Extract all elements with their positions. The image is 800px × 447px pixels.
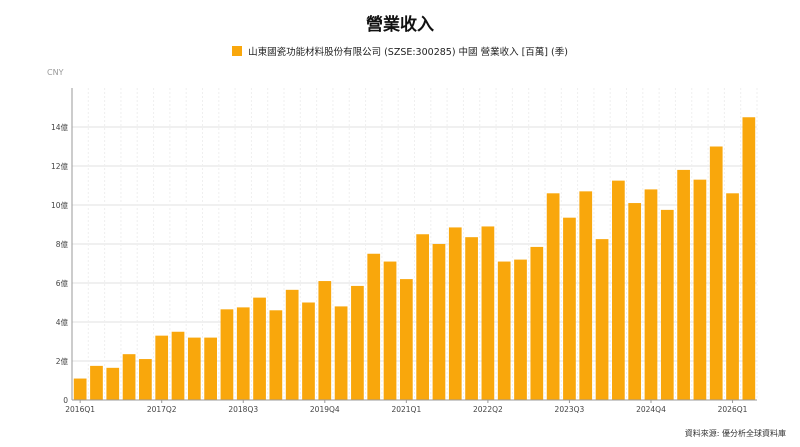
x-tick-label: 2022Q2 bbox=[473, 405, 503, 414]
x-tick-label: 2026Q1 bbox=[718, 405, 748, 414]
bar[interactable] bbox=[90, 365, 103, 400]
grid-lines bbox=[71, 88, 758, 400]
bar[interactable] bbox=[139, 359, 152, 400]
legend[interactable]: 山東國瓷功能材料股份有限公司 (SZSE:300285) 中國 營業收入 [百萬… bbox=[0, 44, 800, 58]
x-tick-label: 2023Q3 bbox=[555, 405, 585, 414]
bar[interactable] bbox=[514, 259, 527, 400]
bar[interactable] bbox=[563, 217, 576, 400]
x-tick-label: 2021Q1 bbox=[391, 405, 421, 414]
x-tick-label: 2019Q4 bbox=[310, 405, 340, 414]
legend-swatch bbox=[232, 46, 243, 56]
y-tick-label: 6億 bbox=[56, 278, 69, 288]
bar[interactable] bbox=[448, 227, 462, 400]
axes: 0 2億 4億 6億 8億 10億 12億 14億 2016Q1 2017Q2 2018Q3 2019… bbox=[51, 88, 757, 414]
bar[interactable] bbox=[351, 285, 364, 400]
bar[interactable] bbox=[171, 331, 185, 400]
bar[interactable] bbox=[595, 239, 609, 400]
bar[interactable] bbox=[726, 193, 739, 400]
bar[interactable] bbox=[465, 237, 478, 400]
bar[interactable] bbox=[628, 203, 642, 400]
bar[interactable] bbox=[416, 234, 430, 400]
bar[interactable] bbox=[383, 261, 397, 400]
bar[interactable] bbox=[399, 279, 413, 400]
bar[interactable] bbox=[677, 169, 690, 400]
bar[interactable] bbox=[73, 378, 87, 400]
bar[interactable] bbox=[497, 261, 511, 400]
bar[interactable] bbox=[236, 307, 250, 400]
bar[interactable] bbox=[644, 189, 658, 400]
x-tick-label: 2017Q2 bbox=[147, 405, 177, 414]
bar[interactable] bbox=[269, 310, 283, 400]
bar[interactable] bbox=[693, 179, 707, 400]
y-tick-label: 2億 bbox=[56, 356, 69, 366]
bar[interactable] bbox=[122, 354, 136, 400]
bar[interactable] bbox=[546, 193, 560, 400]
x-tick-label: 2018Q3 bbox=[228, 405, 258, 414]
x-tick-label: 2024Q4 bbox=[636, 405, 666, 414]
bar[interactable] bbox=[187, 337, 201, 400]
bar[interactable] bbox=[106, 367, 120, 400]
legend-label: 山東國瓷功能材料股份有限公司 (SZSE:300285) 中國 營業收入 [百萬… bbox=[248, 47, 568, 58]
bar[interactable] bbox=[579, 191, 593, 400]
bar[interactable] bbox=[204, 337, 217, 400]
unit-label: CNY bbox=[47, 68, 64, 77]
bar[interactable] bbox=[367, 253, 381, 400]
bar[interactable] bbox=[334, 306, 348, 400]
bar[interactable] bbox=[220, 309, 234, 400]
bar[interactable] bbox=[481, 226, 495, 400]
y-tick-label: 12億 bbox=[51, 161, 69, 171]
bar[interactable] bbox=[709, 146, 723, 401]
y-tick-label: 0 bbox=[63, 396, 68, 405]
x-tick-label: 2016Q1 bbox=[65, 405, 95, 414]
bar[interactable] bbox=[302, 302, 315, 401]
bar[interactable] bbox=[155, 335, 169, 400]
bar[interactable] bbox=[318, 281, 332, 400]
bar[interactable] bbox=[612, 180, 625, 400]
bar[interactable] bbox=[530, 246, 544, 400]
y-tick-label: 10億 bbox=[51, 200, 69, 210]
chart-title: 營業收入 bbox=[366, 15, 434, 35]
bar[interactable] bbox=[742, 117, 756, 400]
bar[interactable] bbox=[253, 297, 266, 400]
bar[interactable] bbox=[432, 244, 446, 400]
y-tick-label: 8億 bbox=[56, 239, 69, 249]
y-tick-label: 4億 bbox=[56, 317, 69, 327]
y-tick-label: 14億 bbox=[51, 122, 69, 132]
bar[interactable] bbox=[285, 289, 299, 400]
bars bbox=[73, 117, 756, 401]
bar[interactable] bbox=[660, 209, 674, 400]
source-note: 資料來源: 優分析全球資料庫 bbox=[684, 429, 786, 438]
